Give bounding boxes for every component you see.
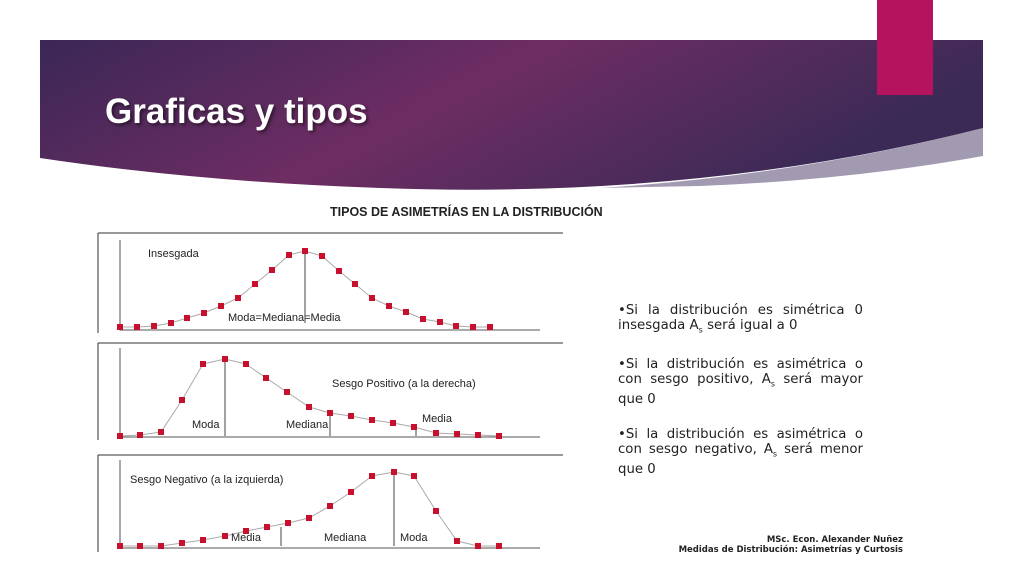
- curve-point: [403, 309, 409, 315]
- curve-point: [179, 540, 185, 546]
- curves: [119, 250, 500, 547]
- curve-point: [117, 324, 123, 330]
- curve-point: [117, 543, 123, 549]
- curve-point: [137, 543, 143, 549]
- curve-point: [348, 489, 354, 495]
- curve-point: [151, 323, 157, 329]
- panel-frames: [97, 232, 563, 552]
- curve-point: [284, 389, 290, 395]
- subscript: s: [772, 449, 778, 459]
- curve-point: [336, 268, 342, 274]
- curve-point: [252, 281, 258, 287]
- curve-point: [286, 252, 292, 258]
- curve-point: [200, 361, 206, 367]
- curve-point: [306, 515, 312, 521]
- curve-point: [243, 528, 249, 534]
- bullet-text: •Si la distribución es simétrica 0 inses…: [618, 303, 863, 333]
- curve-point: [306, 404, 312, 410]
- bullet-text: será igual a 0: [702, 318, 798, 333]
- bullet-text: será menor que 0: [618, 442, 863, 477]
- curve-point: [134, 324, 140, 330]
- slide-title: Graficas y tipos: [105, 92, 368, 131]
- bullet-text: •Si la distribución es asimétrica o con …: [618, 357, 863, 387]
- curve-point: [390, 420, 396, 426]
- marker-label: Moda=Mediana=Media: [228, 312, 341, 324]
- curve-point: [137, 432, 143, 438]
- curve-point: [158, 543, 164, 549]
- footer-subject: Medidas de Distribución: Asimetrías y Cu…: [678, 545, 903, 555]
- subscript: s: [770, 379, 776, 389]
- curve-point: [222, 356, 228, 362]
- banner-accent: [600, 128, 983, 188]
- panel-label: Sesgo Positivo (a la derecha): [332, 378, 476, 390]
- curve-point: [179, 397, 185, 403]
- bullet: •Si la distribución es asimétrica o con …: [618, 357, 863, 407]
- bullet-text: •Si la distribución es asimétrica o con …: [618, 427, 863, 457]
- curve-point: [352, 281, 358, 287]
- curve-point: [454, 538, 460, 544]
- curve-point: [496, 543, 502, 549]
- curve-point: [369, 417, 375, 423]
- pink-tab: [877, 0, 933, 95]
- curve-point: [496, 433, 502, 439]
- subscript: s: [698, 325, 703, 335]
- curve-point: [263, 375, 269, 381]
- curve-point: [327, 410, 333, 416]
- curve-point: [348, 413, 354, 419]
- curve-point: [411, 424, 417, 430]
- bullet-text: será mayor que 0: [618, 372, 863, 407]
- curve-point: [420, 316, 426, 322]
- banner: [40, 40, 983, 190]
- curve-point: [454, 431, 460, 437]
- curve-point: [475, 432, 481, 438]
- curve-point: [184, 315, 190, 321]
- bullet: •Si la distribución es asimétrica o con …: [618, 427, 863, 477]
- curve-point: [369, 295, 375, 301]
- curve-point: [222, 533, 228, 539]
- curve-point: [437, 319, 443, 325]
- curve-point: [117, 433, 123, 439]
- curve-point: [433, 430, 439, 436]
- marker-label: Mediana: [324, 532, 367, 544]
- curve-point: [327, 503, 333, 509]
- curve-point: [411, 473, 417, 479]
- curve-point: [487, 324, 493, 330]
- curve-point: [168, 320, 174, 326]
- curve-point: [391, 469, 397, 475]
- curve-point: [243, 361, 249, 367]
- bullet: •Si la distribución es simétrica 0 inses…: [618, 303, 863, 338]
- curve-point: [386, 303, 392, 309]
- curve-point: [369, 473, 375, 479]
- curve-point: [433, 508, 439, 514]
- curve-point: [319, 253, 325, 259]
- marker-label: Mediana: [286, 419, 329, 431]
- curve-point: [302, 248, 308, 254]
- panel-label: Insesgada: [148, 248, 200, 260]
- curve-point: [269, 267, 275, 273]
- curve-point: [158, 429, 164, 435]
- marker-label: Moda: [192, 419, 220, 431]
- figure-title: TIPOS DE ASIMETRÍAS EN LA DISTRIBUCIÓN: [330, 204, 603, 219]
- curve-point: [218, 303, 224, 309]
- curve-point: [235, 295, 241, 301]
- curve-point: [470, 324, 476, 330]
- curve-points: [117, 248, 502, 549]
- marker-label: Media: [231, 532, 262, 544]
- marker-label: Media: [422, 413, 453, 425]
- curve-point: [201, 310, 207, 316]
- curve-point: [453, 323, 459, 329]
- footer-author: MSc. Econ. Alexander Nuñez: [766, 535, 903, 545]
- panel-label: Sesgo Negativo (a la izquierda): [130, 474, 283, 486]
- curve-point: [200, 537, 206, 543]
- curve-point: [264, 524, 270, 530]
- marker-label: Moda: [400, 532, 428, 544]
- curve-point: [285, 520, 291, 526]
- curve-point: [475, 543, 481, 549]
